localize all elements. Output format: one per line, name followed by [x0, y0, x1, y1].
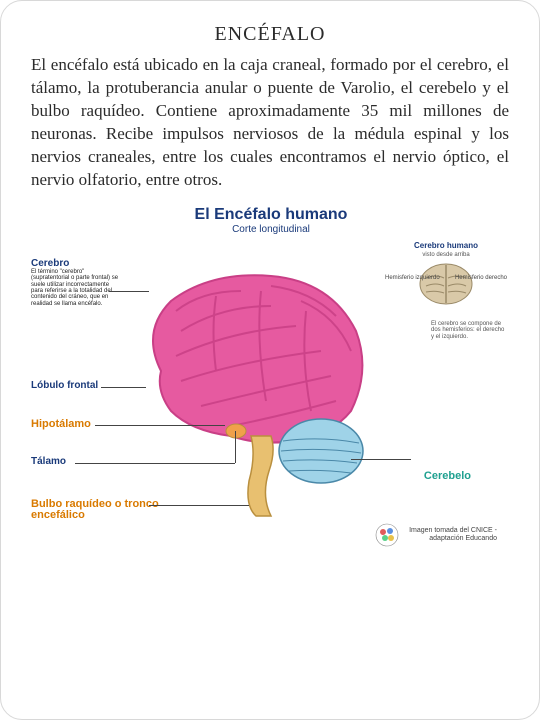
slide-card: ENCÉFALO El encéfalo está ubicado en la … — [0, 0, 540, 720]
ptr-cerebro — [109, 291, 149, 292]
topview-panel: Cerebro humano visto desde arriba Hemisf… — [391, 241, 501, 313]
ptr-hipotalamo — [95, 425, 225, 426]
brain-illustration — [121, 261, 381, 521]
body-paragraph: El encéfalo está ubicado en la caja cran… — [31, 54, 509, 192]
ptr-bulbo — [149, 505, 249, 506]
label-lobulo: Lóbulo frontal — [31, 381, 98, 392]
topview-note: El cerebro se compone de dos hemisferios… — [431, 321, 507, 341]
hemi-left-label: Hemisferio izquierdo — [385, 275, 440, 281]
brain-diagram: El Encéfalo humano Corte longitudinal — [31, 206, 511, 576]
topview-brain-icon — [416, 260, 476, 308]
ptr-lobulo — [101, 387, 146, 388]
label-hipotalamo: Hipotálamo — [31, 419, 91, 431]
ptr-talamo — [75, 463, 235, 464]
diagram-title: El Encéfalo humano — [31, 206, 511, 224]
hemi-right-label: Hemisferio derecho — [455, 275, 507, 281]
label-talamo: Tálamo — [31, 457, 66, 468]
credit-text: Imagen tomada del CNICE - adaptación Edu… — [409, 527, 497, 542]
ptr-cerebelo — [351, 459, 411, 460]
label-cerebelo: Cerebelo — [424, 471, 471, 483]
topview-caption: Cerebro humano — [391, 241, 501, 250]
label-bulbo: Bulbo raquídeo o tronco encefálico — [31, 499, 161, 522]
page-title: ENCÉFALO — [31, 23, 509, 46]
label-cerebro: Cerebro El término "cerebro" (supratento… — [31, 259, 121, 307]
diagram-subtitle: Corte longitudinal — [31, 224, 511, 235]
source-logo-icon — [375, 523, 399, 547]
ptr-talamo-v — [235, 431, 236, 463]
diagram-canvas: Cerebro humano visto desde arriba Hemisf… — [31, 241, 511, 551]
topview-sub: visto desde arriba — [391, 252, 501, 258]
